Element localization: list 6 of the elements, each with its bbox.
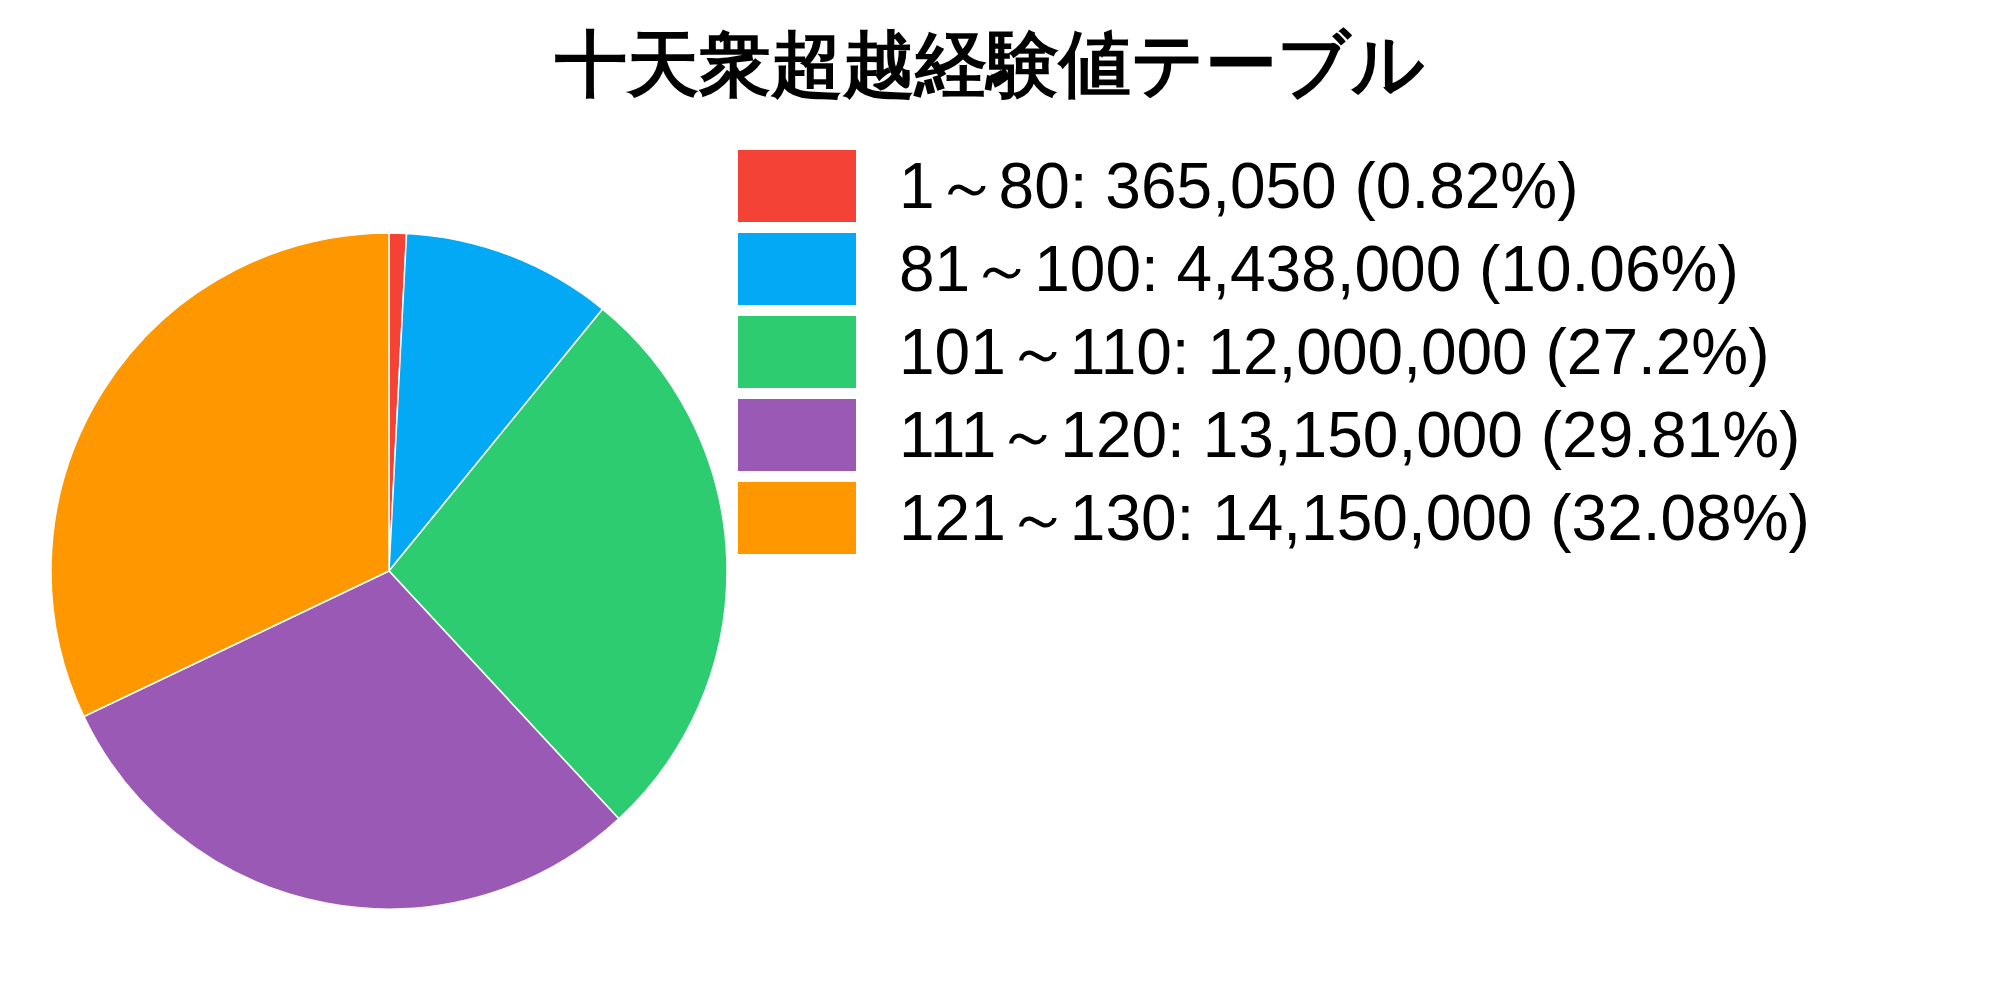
legend-label: 111～120: 13,150,000 (29.81%) xyxy=(899,399,1801,471)
legend-label: 1～80: 365,050 (0.82%) xyxy=(899,150,1579,222)
legend-label: 121～130: 14,150,000 (32.08%) xyxy=(899,482,1810,554)
legend-label: 101～110: 12,000,000 (27.2%) xyxy=(899,316,1770,388)
chart-title: 十天衆超越経験値テーブル xyxy=(555,22,1425,106)
legend-label: 81～100: 4,438,000 (10.06%) xyxy=(899,233,1739,305)
